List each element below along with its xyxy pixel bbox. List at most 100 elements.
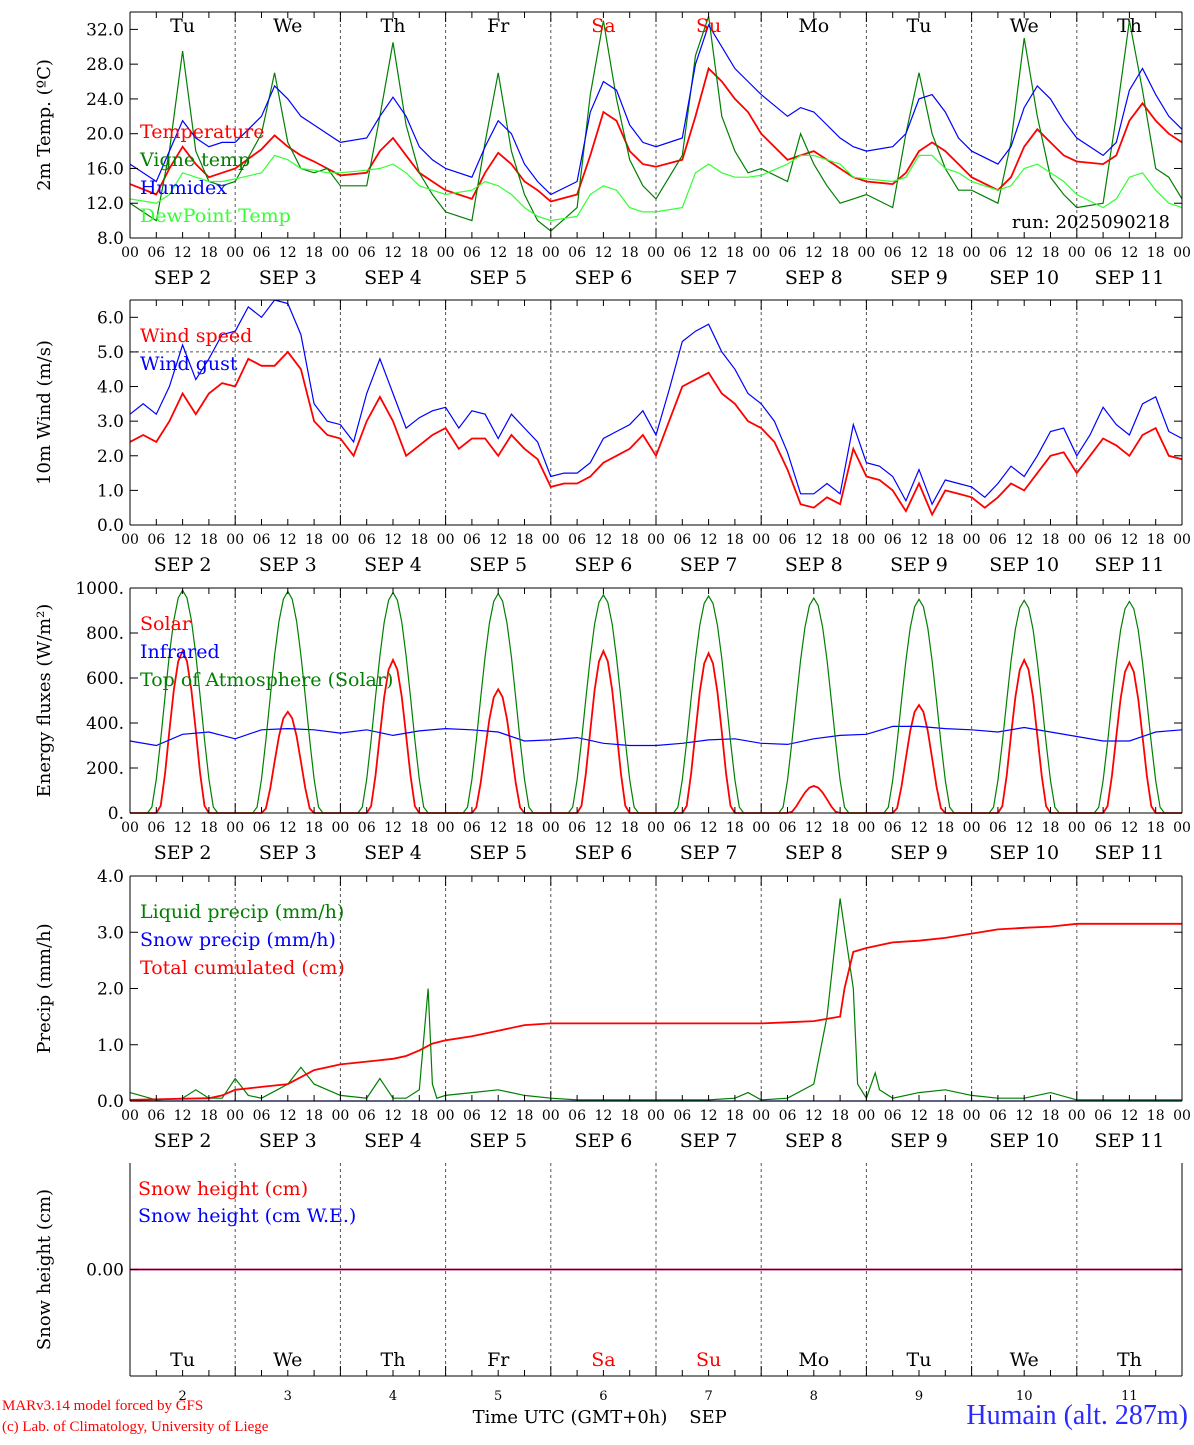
series-line-wind-gust bbox=[129, 299, 1183, 506]
y-tick-label: 0.0 bbox=[97, 516, 124, 536]
hour-label: 06 bbox=[358, 245, 376, 261]
hour-label: 18 bbox=[1042, 1108, 1060, 1124]
hour-label: 00 bbox=[437, 245, 455, 261]
hour-label: 18 bbox=[516, 532, 534, 548]
hour-label: 06 bbox=[147, 532, 165, 548]
date-label: SEP 6 bbox=[574, 842, 632, 864]
y-tick-label: 0.00 bbox=[86, 1261, 124, 1281]
hour-label: 18 bbox=[410, 1108, 428, 1124]
hour-label: 06 bbox=[568, 820, 586, 836]
hour-label: 12 bbox=[384, 1108, 402, 1124]
hour-label: 06 bbox=[673, 1108, 691, 1124]
footer-credit-line-2: (c) Lab. of Climatology, University of L… bbox=[2, 1419, 269, 1435]
hour-label: 06 bbox=[463, 1108, 481, 1124]
hour-label: 06 bbox=[989, 245, 1007, 261]
hour-label: 00 bbox=[121, 820, 139, 836]
hour-label: 12 bbox=[174, 820, 192, 836]
date-label: SEP 6 bbox=[574, 554, 632, 576]
y-tick-label: 0.0 bbox=[97, 1092, 124, 1112]
hour-label: 00 bbox=[1068, 820, 1086, 836]
day-number-label: 10 bbox=[1016, 1389, 1033, 1404]
day-of-week-label: We bbox=[1010, 15, 1039, 37]
hour-label: 18 bbox=[1147, 532, 1165, 548]
hour-label: 18 bbox=[1147, 245, 1165, 261]
y-tick-label: 3.0 bbox=[97, 412, 124, 432]
series-line-liquid-precip-mm-h- bbox=[129, 898, 1182, 1101]
date-label: SEP 2 bbox=[154, 267, 212, 289]
hour-label: 06 bbox=[779, 1108, 797, 1124]
date-label: SEP 9 bbox=[890, 267, 948, 289]
hour-label: 00 bbox=[437, 820, 455, 836]
date-label: SEP 7 bbox=[680, 554, 738, 576]
hour-label: 12 bbox=[700, 532, 718, 548]
hour-label: 12 bbox=[594, 820, 612, 836]
day-of-week-label: Sa bbox=[591, 15, 615, 37]
hour-label: 06 bbox=[989, 1108, 1007, 1124]
hour-label: 12 bbox=[384, 245, 402, 261]
y-tick-label: 2.0 bbox=[97, 447, 124, 467]
y-tick-label: 16.0 bbox=[86, 159, 124, 179]
series-line-humidex bbox=[129, 23, 1183, 196]
hour-label: 18 bbox=[516, 1108, 534, 1124]
hour-label: 12 bbox=[700, 245, 718, 261]
legend-entry: Snow height (cm) bbox=[138, 1178, 308, 1200]
date-label: SEP 3 bbox=[259, 554, 317, 576]
y-tick-label: 1000. bbox=[75, 579, 124, 599]
hour-label: 12 bbox=[279, 245, 297, 261]
y-tick-label: 12.0 bbox=[86, 194, 124, 214]
hour-label: 12 bbox=[489, 532, 507, 548]
hour-label: 00 bbox=[857, 245, 875, 261]
hour-label: 00 bbox=[1068, 532, 1086, 548]
hour-label: 00 bbox=[226, 532, 244, 548]
hour-label: 00 bbox=[331, 245, 349, 261]
date-label: SEP 5 bbox=[469, 267, 527, 289]
hour-label: 12 bbox=[594, 532, 612, 548]
legend-entry: Infrared bbox=[140, 641, 220, 663]
day-number-label: 6 bbox=[599, 1389, 607, 1404]
y-tick-label: 24.0 bbox=[86, 90, 124, 110]
hour-label: 06 bbox=[779, 532, 797, 548]
day-of-week-label: Su bbox=[696, 15, 721, 37]
hour-label: 00 bbox=[752, 820, 770, 836]
y-tick-label: 4.0 bbox=[97, 867, 124, 887]
hour-label: 06 bbox=[253, 820, 271, 836]
hour-label: 00 bbox=[647, 532, 665, 548]
hour-label: 06 bbox=[1094, 532, 1112, 548]
date-label: SEP 4 bbox=[364, 842, 422, 864]
hour-label: 18 bbox=[305, 1108, 323, 1124]
hour-label: 18 bbox=[200, 820, 218, 836]
hour-label: 06 bbox=[147, 1108, 165, 1124]
hour-label: 06 bbox=[1094, 820, 1112, 836]
hour-label: 12 bbox=[384, 820, 402, 836]
hour-label: 12 bbox=[1015, 820, 1033, 836]
run-label: run: 2025090218 bbox=[1012, 212, 1170, 233]
hour-label: 18 bbox=[1042, 532, 1060, 548]
day-of-week-label: Su bbox=[696, 1349, 721, 1371]
hour-label: 18 bbox=[1042, 245, 1060, 261]
date-label: SEP 5 bbox=[469, 842, 527, 864]
hour-label: 18 bbox=[936, 1108, 954, 1124]
day-of-week-label: Tu bbox=[907, 1349, 932, 1371]
date-label: SEP 9 bbox=[890, 1130, 948, 1152]
hour-label: 00 bbox=[857, 1108, 875, 1124]
y-tick-label: 32.0 bbox=[86, 20, 124, 40]
date-label: SEP 4 bbox=[364, 267, 422, 289]
hour-label: 18 bbox=[305, 245, 323, 261]
hour-label: 00 bbox=[1068, 1108, 1086, 1124]
hour-label: 18 bbox=[831, 532, 849, 548]
hour-label: 06 bbox=[779, 820, 797, 836]
date-label: SEP 3 bbox=[259, 267, 317, 289]
day-number-label: 11 bbox=[1121, 1389, 1138, 1404]
date-label: SEP 7 bbox=[680, 1130, 738, 1152]
legend-entry: Top of Atmosphere (Solar) bbox=[140, 669, 393, 691]
hour-label: 18 bbox=[516, 820, 534, 836]
hour-label: 18 bbox=[1042, 820, 1060, 836]
date-label: SEP 10 bbox=[989, 267, 1059, 289]
hour-label: 18 bbox=[1147, 820, 1165, 836]
day-of-week-label: Sa bbox=[591, 1349, 615, 1371]
hour-label: 06 bbox=[568, 245, 586, 261]
footer-credit-line-1: MARv3.14 model forced by GFS bbox=[2, 1398, 204, 1414]
legend-entry: Liquid precip (mm/h) bbox=[140, 901, 344, 923]
series-line-dewpoint-temp bbox=[129, 154, 1183, 222]
date-label: SEP 4 bbox=[364, 1130, 422, 1152]
